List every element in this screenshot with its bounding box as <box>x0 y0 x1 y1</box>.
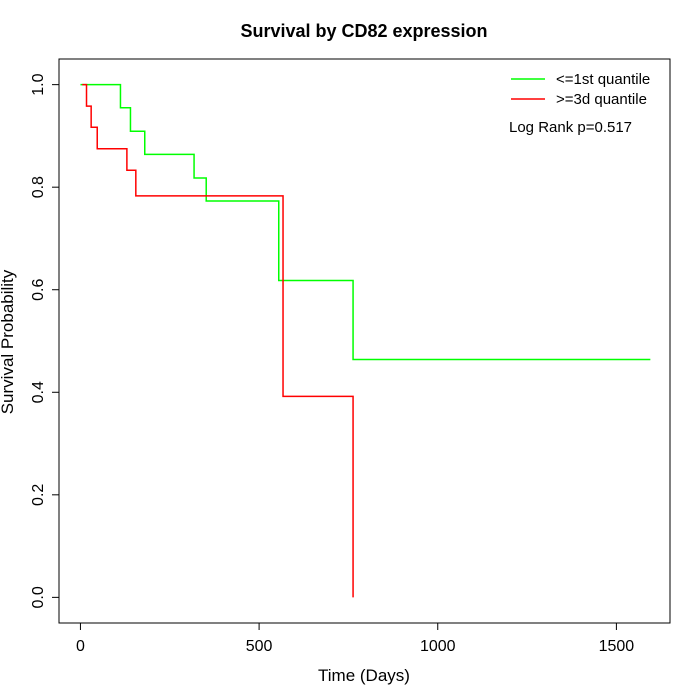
x-tick-label: 500 <box>246 638 273 655</box>
legend-label-1: >=3d quantile <box>556 91 647 108</box>
y-tick-label: 1.0 <box>30 73 47 95</box>
series-line-1 <box>82 83 354 598</box>
y-axis-label: Survival Probability <box>0 269 17 414</box>
legend: <=1st quantile >=3d quantile <box>511 71 650 108</box>
legend-label-0: <=1st quantile <box>556 71 650 88</box>
chart-title: Survival by CD82 expression <box>240 21 487 41</box>
x-axis: 0 500 1000 1500 <box>76 622 635 655</box>
y-tick-label: 0.0 <box>30 586 47 608</box>
x-tick-label: 1500 <box>599 638 635 655</box>
y-tick-label: 0.2 <box>30 484 47 506</box>
x-axis-label: Time (Days) <box>318 666 410 685</box>
x-tick-label: 0 <box>76 638 85 655</box>
y-tick-label: 0.6 <box>30 279 47 301</box>
series-line-0 <box>80 83 651 361</box>
series-layer <box>80 83 651 598</box>
y-tick-label: 0.4 <box>30 381 47 403</box>
x-tick-label: 1000 <box>420 638 456 655</box>
log-rank-annotation: Log Rank p=0.517 <box>509 119 632 136</box>
y-tick-label: 0.8 <box>30 176 47 198</box>
y-axis: 0.0 0.2 0.4 0.6 0.8 1.0 <box>30 73 60 608</box>
plot-frame <box>58 58 671 624</box>
